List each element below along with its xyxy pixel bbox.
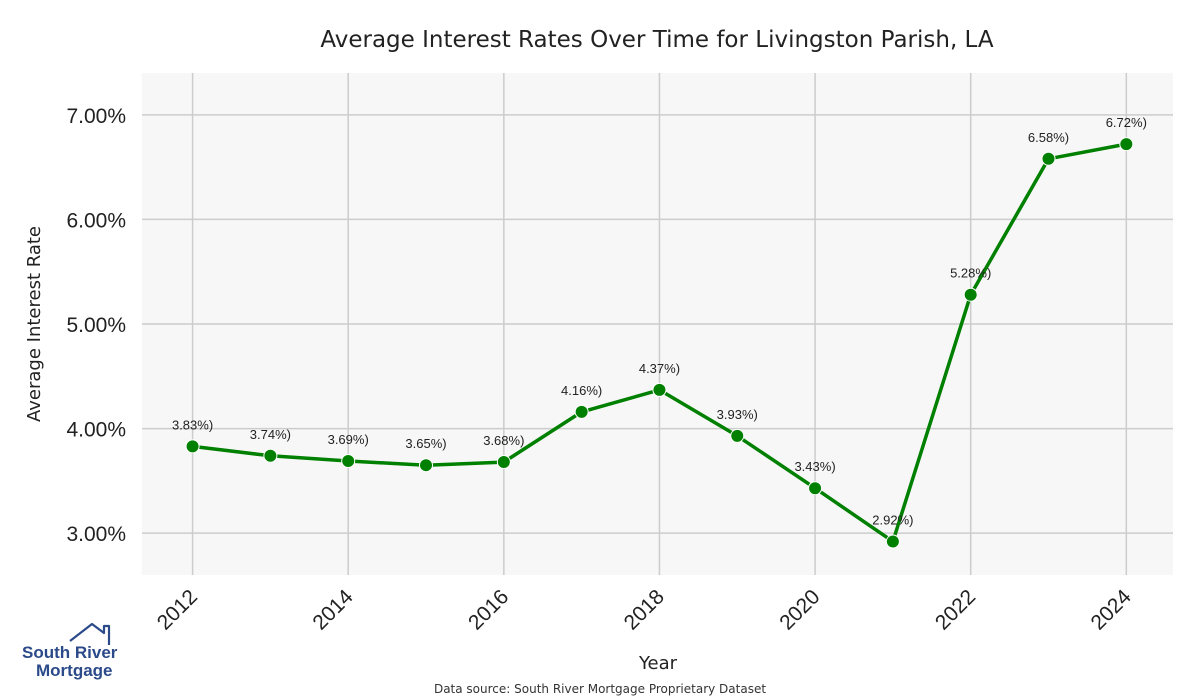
data-label: 3.93%)	[717, 407, 758, 422]
y-tick-label: 3.00%	[66, 523, 126, 546]
x-tick-label: 2024	[1087, 585, 1137, 635]
x-tick-label: 2018	[620, 585, 669, 634]
source-note: Data source: South River Mortgage Propri…	[434, 682, 766, 696]
data-label: 3.83%)	[172, 417, 213, 432]
data-label: 3.43%)	[794, 459, 835, 474]
data-label: 3.69%)	[328, 432, 369, 447]
x-tick-label: 2022	[931, 585, 980, 634]
x-tick-label: 2020	[775, 585, 824, 634]
x-tick-label: 2012	[153, 585, 202, 634]
y-axis-ticks: 3.00% 4.00% 5.00% 6.00% 7.00%	[66, 105, 126, 546]
data-label: 6.58%)	[1028, 130, 1069, 145]
y-tick-label: 5.00%	[66, 314, 126, 337]
data-point	[808, 481, 823, 496]
data-point	[1119, 137, 1134, 152]
data-points	[185, 137, 1134, 549]
company-logo: South River Mortgage	[22, 622, 118, 680]
data-point	[1041, 151, 1056, 166]
data-point	[574, 404, 589, 419]
logo-text-line2: Mortgage	[36, 661, 113, 680]
data-label: 4.16%)	[561, 383, 602, 398]
data-point	[185, 439, 200, 454]
data-label: 3.65%)	[405, 436, 446, 451]
data-point	[341, 454, 356, 469]
x-axis-ticks: 2012 2014 2016 2018 2020 2022 2024	[153, 585, 1136, 635]
x-axis-label: Year	[638, 653, 678, 674]
y-tick-label: 4.00%	[66, 419, 126, 442]
data-point	[730, 428, 745, 443]
y-axis-label: Average Interest Rate	[24, 226, 45, 422]
y-tick-label: 7.00%	[66, 105, 126, 128]
data-label: 3.68%)	[483, 433, 524, 448]
data-label: 5.28%)	[950, 266, 991, 281]
data-label: 3.74%)	[250, 427, 291, 442]
data-label: 2.92%)	[872, 513, 913, 528]
logo-text-line1: South River	[22, 643, 118, 662]
data-label: 4.37%)	[639, 361, 680, 376]
data-point	[419, 458, 434, 473]
y-tick-label: 6.00%	[66, 209, 126, 232]
data-point	[496, 455, 511, 470]
data-point	[652, 382, 667, 397]
house-roof-icon	[69, 622, 111, 645]
data-point	[885, 534, 900, 549]
data-point	[963, 287, 978, 302]
x-tick-label: 2014	[308, 585, 358, 635]
data-label: 6.72%)	[1106, 115, 1147, 130]
chart-title: Average Interest Rates Over Time for Liv…	[320, 27, 994, 53]
x-tick-label: 2016	[464, 585, 513, 634]
data-labels: 3.83%) 3.74%) 3.69%) 3.65%) 3.68%) 4.16%) 4.37…	[172, 115, 1147, 527]
data-point	[263, 448, 278, 463]
